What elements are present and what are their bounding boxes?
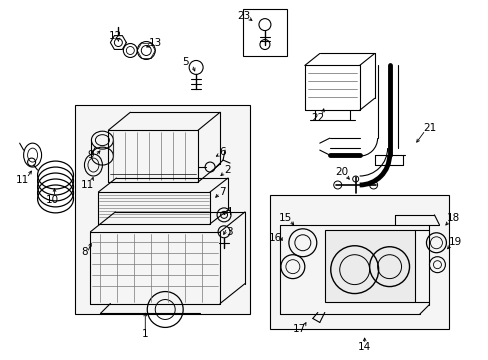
Text: 2: 2 (224, 165, 231, 175)
Text: 22: 22 (310, 113, 324, 123)
Bar (75, 105, 249, 315)
Text: 11: 11 (81, 180, 94, 190)
Bar (269, 195, 448, 329)
Text: 5: 5 (182, 58, 188, 67)
Text: 13: 13 (148, 37, 162, 48)
Text: 14: 14 (357, 342, 370, 352)
Text: 18: 18 (446, 213, 459, 223)
Text: 12: 12 (108, 31, 122, 41)
Bar (324, 230, 414, 302)
Text: 21: 21 (422, 123, 435, 133)
Text: 3: 3 (225, 227, 232, 237)
Text: 17: 17 (293, 324, 306, 334)
Text: 11: 11 (16, 175, 29, 185)
Text: 23: 23 (237, 11, 250, 21)
Text: 7: 7 (218, 187, 225, 197)
Text: 19: 19 (448, 237, 461, 247)
Text: 8: 8 (81, 247, 87, 257)
Text: 6: 6 (219, 147, 226, 157)
Text: 10: 10 (46, 195, 59, 205)
Text: 20: 20 (334, 167, 347, 177)
Text: 1: 1 (142, 329, 148, 339)
Text: 4: 4 (225, 207, 232, 217)
Text: 15: 15 (279, 213, 292, 223)
Text: 16: 16 (269, 233, 282, 243)
Bar (243, 9, 286, 57)
Text: 9: 9 (87, 150, 94, 160)
